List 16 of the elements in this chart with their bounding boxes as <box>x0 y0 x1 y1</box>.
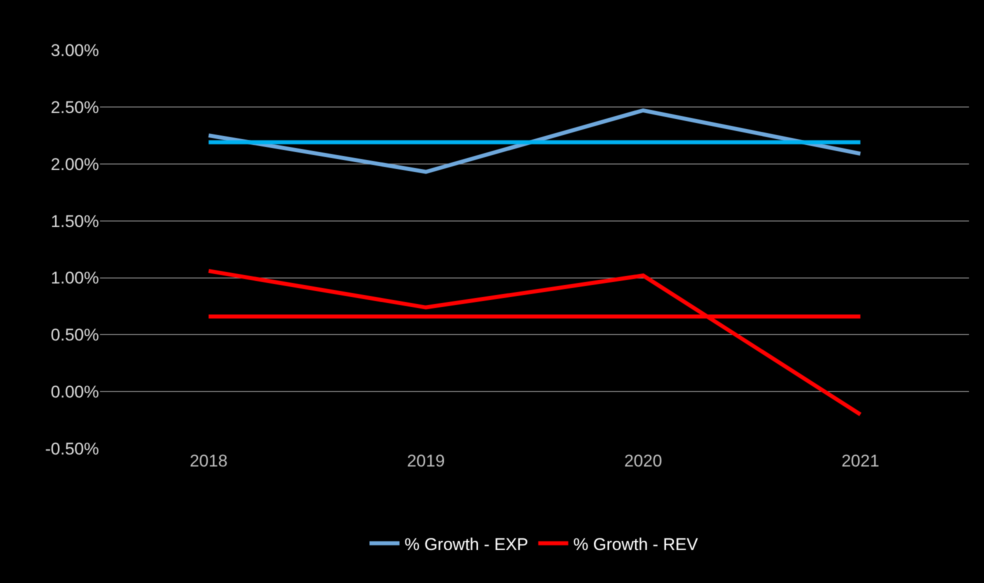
x-tick-label: 2021 <box>841 451 880 470</box>
y-tick-label: 3.00% <box>50 40 99 60</box>
x-tick-label: 2019 <box>406 451 445 470</box>
y-tick-label: 0.00% <box>50 382 99 402</box>
legend-label: % Growth - REV <box>573 534 699 554</box>
legend-label: % Growth - EXP <box>404 534 528 554</box>
y-tick-label: 2.50% <box>50 98 99 117</box>
y-tick-label: 0.50% <box>50 326 99 345</box>
y-tick-label: 2.00% <box>50 154 99 174</box>
x-tick-label: 2018 <box>190 451 228 470</box>
y-tick-label: 1.00% <box>50 268 99 288</box>
y-tick-label: -0.50% <box>45 440 99 459</box>
line-series <box>206 108 862 174</box>
x-tick-label: 2020 <box>624 451 662 470</box>
y-tick-label: 1.50% <box>50 212 99 231</box>
line-series <box>206 268 862 416</box>
